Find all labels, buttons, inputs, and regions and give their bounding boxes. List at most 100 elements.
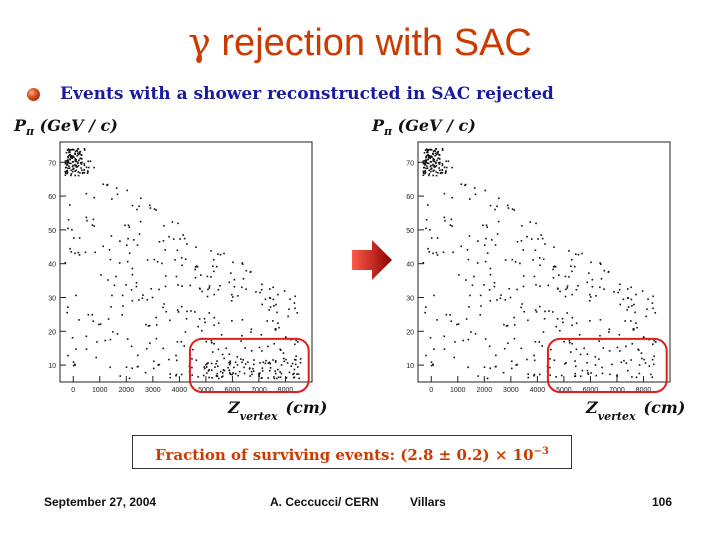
before-data-point — [102, 183, 105, 186]
after-data-point — [538, 305, 541, 308]
after-data-point — [425, 155, 427, 158]
after-data-point — [464, 184, 466, 187]
after-data-point — [503, 347, 506, 350]
after-data-point — [426, 154, 428, 157]
before-data-point — [191, 366, 193, 369]
before-data-point — [295, 355, 297, 358]
before-data-point — [67, 354, 69, 357]
footer-page-number: 106 — [652, 495, 673, 509]
after-data-point — [651, 302, 654, 304]
before-data-point — [75, 160, 78, 163]
after-data-point — [562, 321, 564, 324]
after-x-tick-label: 8000 — [636, 387, 652, 394]
title-text: rejection with SAC — [221, 22, 532, 64]
before-data-point — [172, 238, 175, 240]
after-data-point — [558, 274, 560, 276]
before-data-point — [274, 361, 277, 363]
before-data-point — [205, 364, 207, 366]
before-data-point — [223, 369, 226, 372]
before-data-point — [216, 372, 219, 375]
after-data-point — [624, 320, 626, 322]
after-data-point — [533, 374, 535, 377]
after-data-point — [454, 341, 456, 343]
before-data-point — [169, 376, 172, 379]
after-data-point — [568, 339, 571, 342]
after-data-point — [486, 377, 489, 380]
after-data-point — [577, 253, 580, 256]
after-data-point — [476, 262, 479, 264]
before-data-point — [283, 360, 286, 363]
before-data-point — [210, 250, 212, 252]
before-data-point — [227, 366, 229, 369]
before-data-point — [77, 148, 80, 150]
before-data-point — [250, 328, 253, 331]
before-data-point — [92, 218, 95, 221]
before-data-point — [75, 348, 77, 350]
after-data-point — [445, 313, 448, 316]
before-data-point — [152, 360, 155, 363]
after-y-tick-label: 20 — [406, 329, 414, 336]
after-data-point — [502, 371, 505, 374]
after-data-point — [511, 208, 514, 210]
before-data-point — [76, 152, 79, 155]
after-y-tick-label: 60 — [406, 194, 414, 201]
after-data-point — [587, 372, 589, 374]
before-data-point — [93, 166, 95, 169]
before-data-point — [236, 356, 239, 358]
before-data-point — [211, 351, 214, 353]
after-data-point — [489, 204, 492, 207]
footer-venue: Villars — [410, 495, 446, 509]
before-data-point — [69, 156, 72, 159]
before-data-point — [194, 268, 196, 271]
after-data-point — [429, 228, 431, 231]
after-data-point — [652, 343, 654, 346]
after-data-point — [437, 153, 439, 155]
after-data-point — [493, 281, 496, 284]
before-data-point — [258, 374, 260, 376]
after-x-tick-label: 7000 — [609, 387, 625, 394]
before-data-point — [86, 172, 89, 174]
after-data-point — [434, 154, 437, 157]
after-data-point — [424, 164, 427, 166]
after-data-point — [587, 373, 590, 376]
before-data-point — [186, 310, 188, 313]
after-data-point — [507, 204, 509, 207]
after-data-point — [522, 275, 525, 277]
after-data-point — [438, 163, 441, 165]
before-data-point — [95, 356, 97, 359]
after-data-point — [451, 225, 453, 227]
before-data-point — [136, 365, 139, 368]
before-x-tick-label: 4000 — [172, 387, 188, 394]
after-data-point — [574, 360, 576, 362]
before-data-point — [216, 360, 218, 362]
before-data-point — [163, 225, 165, 227]
before-data-point — [176, 249, 179, 252]
after-data-point — [444, 170, 447, 172]
before-data-point — [213, 342, 215, 345]
after-data-point — [590, 372, 592, 374]
before-data-point — [267, 345, 269, 348]
after-data-point — [616, 374, 618, 376]
after-data-point — [633, 303, 635, 306]
before-y-tick-label: 70 — [48, 160, 56, 167]
after-data-point — [601, 366, 603, 369]
after-data-point — [452, 251, 454, 254]
before-data-point — [203, 317, 206, 320]
after-data-point — [435, 162, 437, 165]
before-data-point — [83, 149, 86, 151]
after-data-point — [433, 164, 436, 167]
after-data-point — [625, 362, 628, 364]
after-data-point — [575, 348, 578, 351]
before-data-point — [212, 258, 215, 261]
after-data-point — [540, 234, 542, 236]
before-data-point — [83, 162, 86, 165]
before-data-point — [75, 294, 77, 297]
after-data-point — [513, 337, 516, 340]
before-data-point — [68, 165, 70, 168]
after-data-point — [618, 288, 621, 291]
after-data-point — [428, 251, 431, 253]
before-data-point — [69, 247, 71, 250]
before-data-point — [68, 149, 71, 151]
after-data-point — [640, 352, 643, 354]
before-data-point — [66, 170, 68, 172]
